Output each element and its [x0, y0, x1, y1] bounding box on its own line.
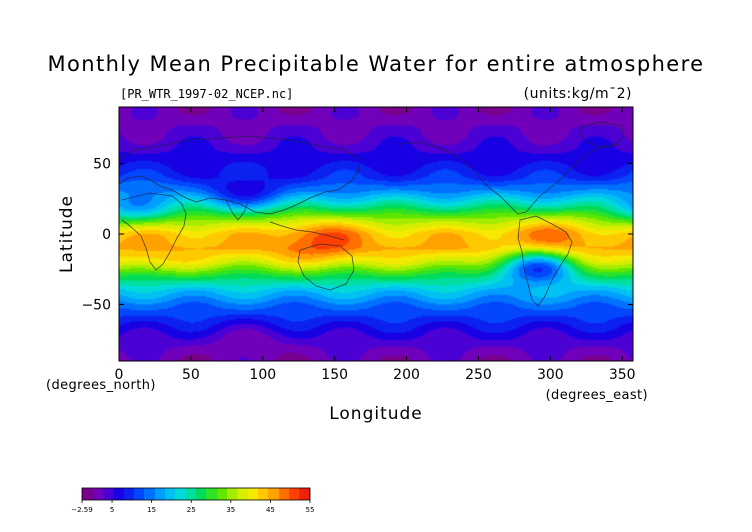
y-tick-label: −50 — [81, 298, 111, 314]
coastline-australia — [297, 243, 355, 291]
x-tick-label: 50 — [182, 367, 200, 383]
colorbar-tick-label: 45 — [266, 506, 275, 514]
x-tick-label: 100 — [249, 367, 276, 383]
chart-title: Monthly Mean Precipitable Water for enti… — [47, 52, 704, 76]
x-tick-label: 150 — [321, 367, 348, 383]
coastline-greenland — [579, 121, 625, 147]
colorbar-tick-label: 15 — [147, 506, 156, 514]
x-tick-label: 200 — [393, 367, 420, 383]
coastline-north-america — [399, 141, 621, 215]
coastline-maritime-continent — [269, 221, 345, 241]
coastline-africa — [121, 192, 187, 271]
y-axis: 50 0 −50 — [81, 156, 633, 314]
y-tick-label: 0 — [102, 227, 111, 243]
x-tick-label: 0 — [115, 367, 124, 383]
coastline-outlines — [118, 121, 625, 307]
file-name-label: [PR_WTR_1997-02_NCEP.nc] — [120, 87, 293, 101]
coastline-india — [225, 199, 249, 221]
precipitable-water-heatmap — [119, 107, 633, 361]
x-tick-label: 250 — [465, 367, 492, 383]
colorbar-tick-label: 5 — [110, 506, 114, 514]
map-plot-area — [118, 106, 634, 362]
x-tick-label: 300 — [537, 367, 564, 383]
x-unit-label: (degrees_east) — [546, 388, 648, 403]
units-label: (units:kg/m¯2) — [524, 86, 632, 102]
x-axis: 0 50 100 150 200 250 300 350 — [115, 107, 636, 383]
colorbar-tick-label: 35 — [226, 506, 235, 514]
y-tick-label: 50 — [93, 156, 111, 172]
colorbar: −2.59 5 15 25 35 45 55 — [71, 487, 314, 514]
coastline-europe-asia — [118, 135, 361, 215]
colorbar-gradient — [82, 488, 310, 500]
colorbar-tick-label: 25 — [187, 506, 196, 514]
colorbar-ticks: −2.59 5 15 25 35 45 55 — [71, 500, 314, 514]
y-unit-label: (degrees_north) — [46, 378, 156, 393]
coastline-south-america — [517, 215, 573, 307]
y-axis-label: Latitude — [57, 195, 77, 273]
colorbar-tick-label: 55 — [306, 506, 315, 514]
x-axis-label: Longitude — [329, 404, 423, 424]
colorbar-tick-label: −2.59 — [71, 506, 92, 514]
colorbar-frame — [81, 487, 311, 501]
x-tick-label: 350 — [609, 367, 636, 383]
